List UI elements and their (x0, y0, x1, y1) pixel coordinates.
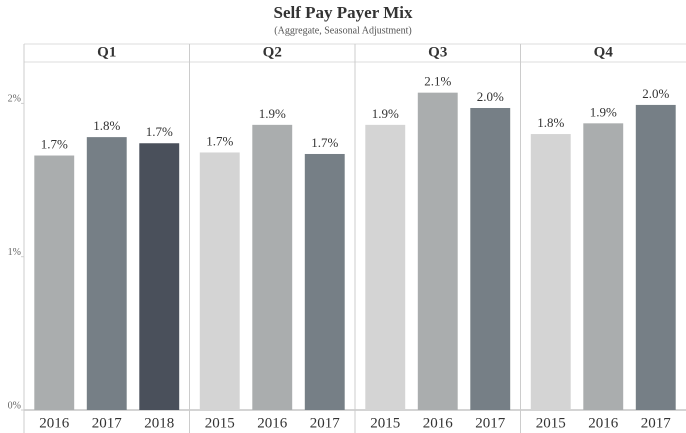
bar (530, 134, 571, 410)
value-label: 1.9% (372, 106, 399, 121)
bar (470, 107, 511, 411)
panel-title: Q3 (428, 44, 447, 60)
x-tick-label: 2017 (92, 415, 123, 431)
value-label: 1.8% (537, 115, 564, 130)
value-label: 1.7% (146, 124, 173, 139)
value-label: 1.8% (93, 118, 120, 133)
bar (86, 137, 127, 410)
y-tick-label: 1% (8, 247, 21, 258)
x-tick-label: 2015 (536, 415, 566, 431)
bar (417, 92, 458, 410)
value-label: 2.0% (642, 86, 669, 101)
x-tick-label: 2015 (370, 415, 400, 431)
chart-title: Self Pay Payer Mix (274, 3, 413, 22)
bar (365, 124, 406, 411)
y-tick-label: 0% (8, 400, 21, 411)
value-label: 2.1% (424, 74, 451, 89)
panel-title: Q4 (594, 44, 614, 60)
value-label: 1.7% (311, 135, 338, 150)
x-tick-label: 2016 (423, 415, 454, 431)
x-tick-label: 2016 (39, 415, 70, 431)
bar (635, 104, 676, 410)
value-label: 1.7% (41, 136, 68, 151)
panel-title: Q1 (97, 44, 116, 60)
x-tick-label: 2017 (310, 415, 341, 431)
bar (304, 153, 345, 411)
x-tick-label: 2015 (205, 415, 235, 431)
bar (252, 124, 293, 411)
bar (199, 152, 240, 410)
bar (34, 155, 75, 410)
bar (139, 143, 180, 410)
chart-subtitle: (Aggregate, Seasonal Adjustment) (274, 25, 411, 36)
value-label: 1.7% (206, 133, 233, 148)
value-label: 1.9% (590, 104, 617, 119)
x-tick-label: 2016 (257, 415, 288, 431)
y-tick-label: 2% (8, 94, 21, 105)
x-tick-label: 2017 (475, 415, 506, 431)
value-label: 1.9% (259, 106, 286, 121)
x-tick-label: 2016 (588, 415, 619, 431)
bar (583, 123, 624, 410)
panel-title: Q2 (263, 44, 282, 60)
value-label: 2.0% (477, 89, 504, 104)
x-tick-label: 2018 (144, 415, 174, 431)
x-tick-label: 2017 (641, 415, 672, 431)
